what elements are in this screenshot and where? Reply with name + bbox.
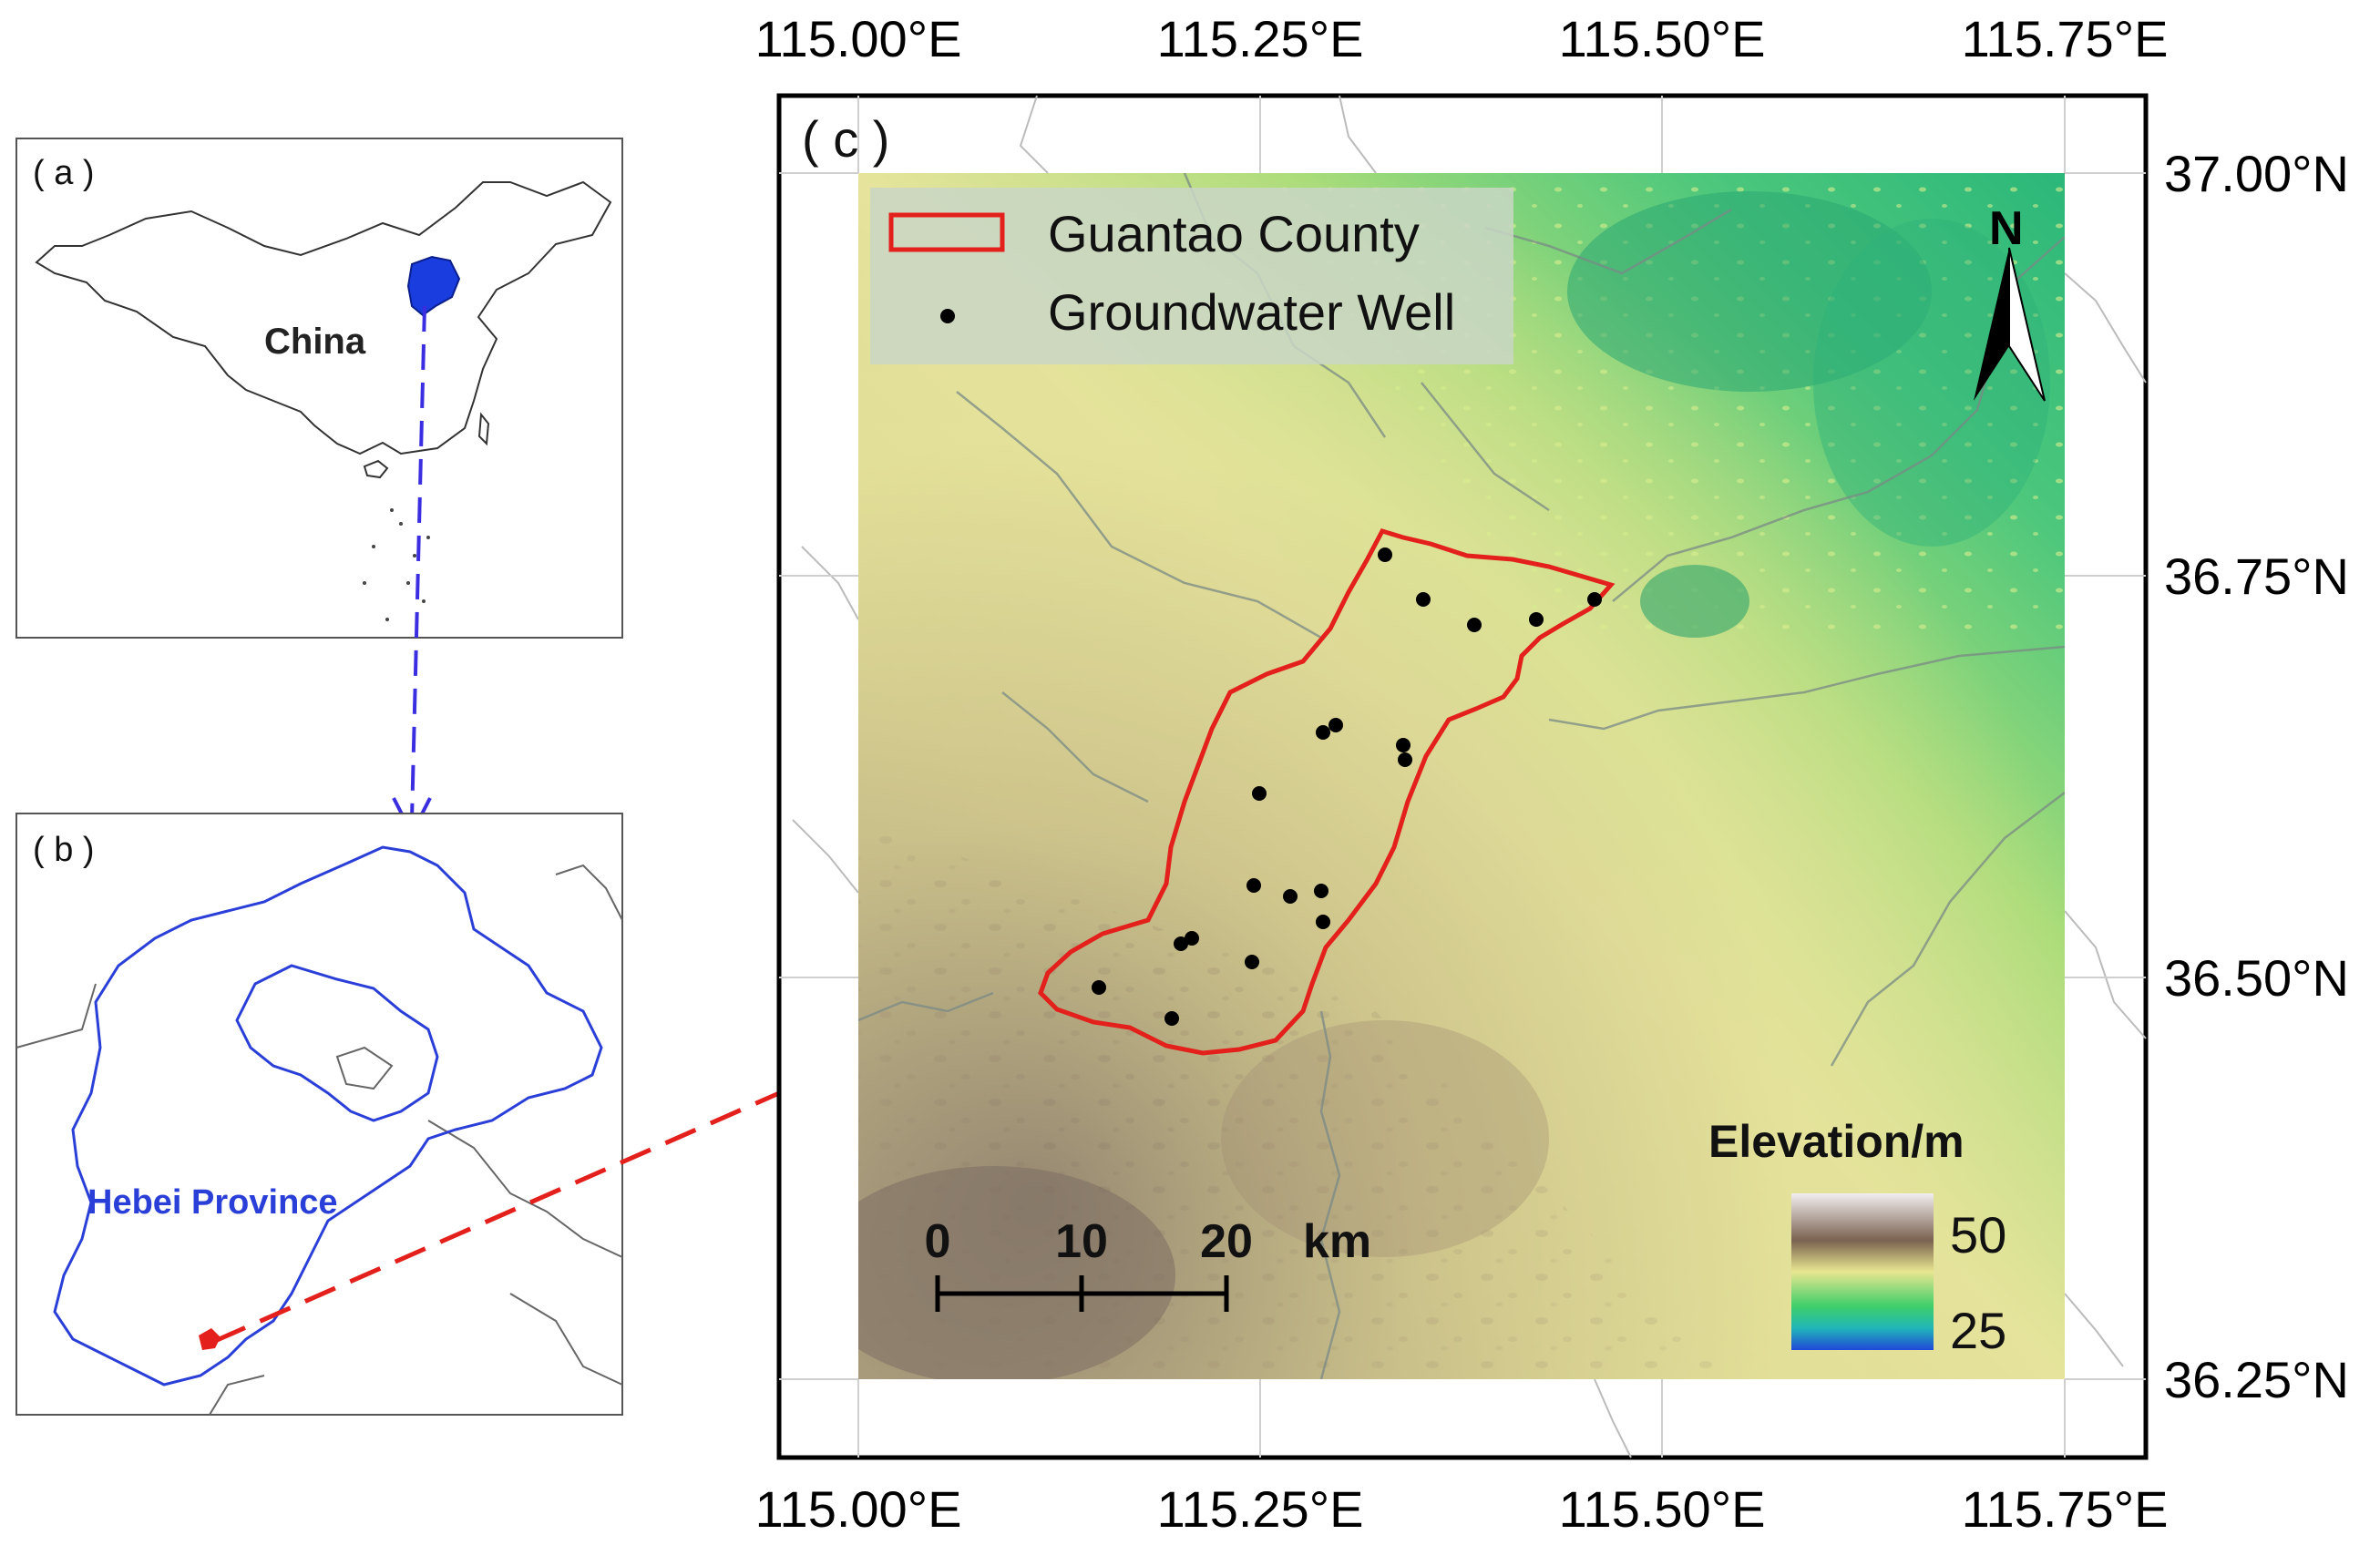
bottom-tick-label: 115.00°E <box>755 1480 962 1538</box>
elevation-legend: Elevation/m 50 25 <box>1708 1116 2006 1359</box>
top-tick-label: 115.00°E <box>755 10 962 67</box>
well-point <box>1316 915 1330 929</box>
well-point <box>1328 718 1343 732</box>
south-china-sea-islands <box>363 508 430 621</box>
north-arrow-left-half <box>1974 248 2009 401</box>
right-tick-label: 37.00°N <box>2164 145 2349 202</box>
inset-a-china: ( a ) China <box>15 138 623 639</box>
china-outline <box>35 180 612 455</box>
north-arrow-label: N <box>1989 202 2024 255</box>
legend-county-label: Guantao County <box>1048 205 1420 262</box>
well-point <box>1587 592 1602 607</box>
top-tick-label: 115.75°E <box>1962 10 2169 67</box>
north-arrow-right-half <box>2008 247 2046 402</box>
well-point <box>1314 884 1328 898</box>
well-point <box>1398 752 1412 767</box>
well-point <box>1283 889 1298 904</box>
scale-bar: 0 10 20 km <box>925 1215 1371 1312</box>
legend-well-swatch <box>940 309 955 323</box>
bottom-tick-label: 115.75°E <box>1962 1480 2169 1538</box>
taiwan-island <box>477 412 490 446</box>
well-point <box>1164 1011 1179 1026</box>
well-point <box>1092 980 1106 995</box>
scale-label-20: 20 <box>1200 1215 1253 1268</box>
north-arrow: N <box>1974 202 2046 402</box>
graticule <box>779 96 2146 1458</box>
well-point <box>1245 955 1259 969</box>
well-point <box>1378 547 1392 562</box>
scale-unit-label: km <box>1303 1215 1371 1268</box>
well-point <box>1467 618 1482 632</box>
groundwater-wells <box>1092 547 1602 1026</box>
right-tick-label: 36.25°N <box>2164 1351 2349 1408</box>
bottom-tick-label: 115.25°E <box>1157 1480 1364 1538</box>
hebei-province-label: Hebei Province <box>87 1183 338 1222</box>
scale-label-10: 10 <box>1055 1215 1108 1268</box>
panel-c-label: ( c ) <box>802 110 889 168</box>
well-point <box>1529 612 1544 627</box>
inset-b-hebei: ( b ) Hebei Province <box>15 813 623 1416</box>
inset-b-panel-label: ( b ) <box>33 831 95 869</box>
top-tick-label: 115.50°E <box>1559 10 1766 67</box>
well-point <box>1252 786 1267 801</box>
inset-a-frame <box>15 138 623 639</box>
well-point <box>1416 592 1431 607</box>
well-point <box>1174 936 1188 951</box>
neighbor-boundaries <box>15 864 623 1416</box>
legend-well-label: Groundwater Well <box>1048 283 1455 341</box>
well-point <box>1246 878 1261 893</box>
hebei-highlight <box>406 255 461 317</box>
elevation-raster <box>858 173 2065 1379</box>
guantao-location-marker <box>199 1328 221 1350</box>
legend-county-swatch <box>888 212 1005 252</box>
well-point <box>1185 931 1199 946</box>
background-boundaries <box>792 95 2147 1458</box>
well-point <box>1316 725 1330 740</box>
inner-boundary <box>335 1046 394 1090</box>
elevation-legend-title: Elevation/m <box>1708 1116 1965 1167</box>
elevation-colorbar <box>1791 1193 1934 1350</box>
map-legend: Guantao County Groundwater Well <box>870 188 1513 364</box>
beijing-tianjin-outline <box>235 964 439 1122</box>
bottom-tick-label: 115.50°E <box>1559 1480 1766 1538</box>
right-tick-label: 36.50°N <box>2164 949 2349 1007</box>
elevation-high-value: 50 <box>1950 1206 2006 1264</box>
rivers-and-boundaries <box>858 173 2065 1379</box>
china-label: China <box>264 322 366 362</box>
elevation-low-value: 25 <box>1950 1302 2006 1359</box>
guantao-county-boundary <box>1038 528 1616 1056</box>
top-tick-label: 115.25°E <box>1157 10 1364 67</box>
inset-b-frame <box>15 813 623 1416</box>
scale-label-0: 0 <box>925 1215 951 1268</box>
right-tick-label: 36.75°N <box>2164 547 2349 605</box>
hainan-island <box>363 459 389 479</box>
well-point <box>1396 738 1411 752</box>
main-map-c: ( c ) Guantao County Groundwater Well N … <box>755 10 2349 1538</box>
hebei-outline <box>53 845 603 1386</box>
inset-a-panel-label: ( a ) <box>33 154 95 192</box>
